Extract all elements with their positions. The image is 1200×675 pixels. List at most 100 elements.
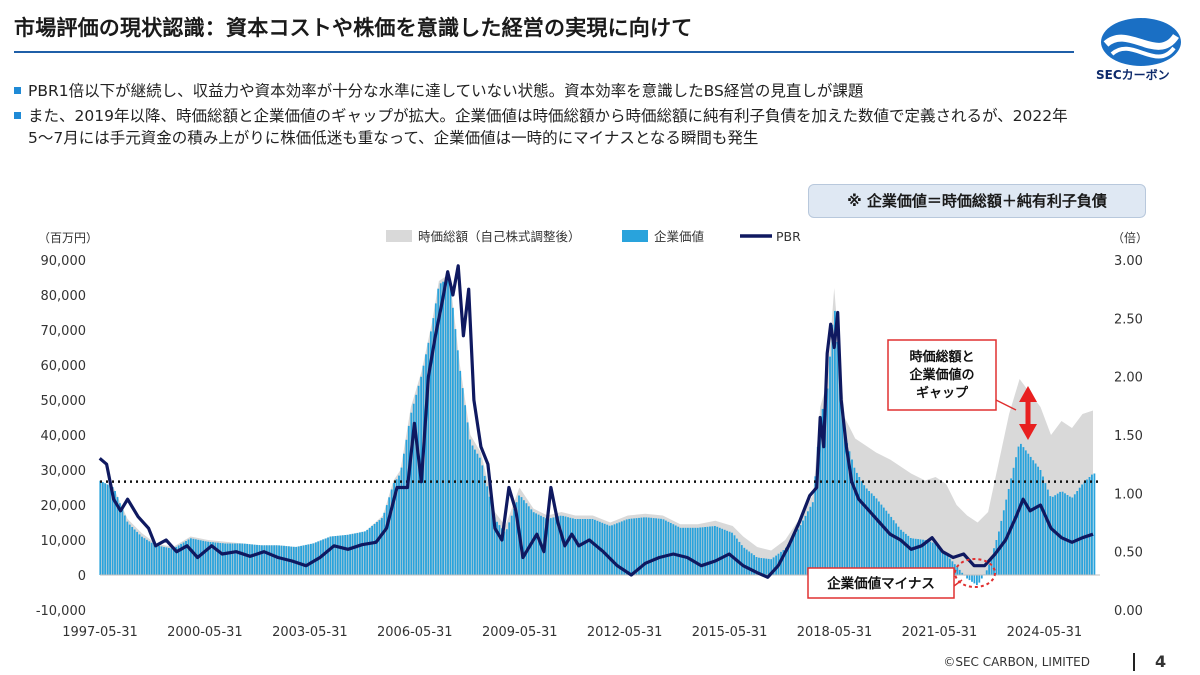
enterprise-value-bar bbox=[961, 572, 964, 575]
enterprise-value-bar bbox=[1064, 493, 1066, 575]
enterprise-value-bar bbox=[525, 503, 528, 575]
enterprise-value-bar bbox=[532, 512, 535, 575]
enterprise-value-bar bbox=[131, 527, 134, 575]
enterprise-value-bar bbox=[442, 281, 444, 575]
enterprise-value-bar bbox=[1042, 476, 1044, 575]
enterprise-value-bar bbox=[679, 527, 682, 576]
enterprise-value-bar bbox=[618, 522, 621, 575]
enterprise-value-bar bbox=[248, 544, 251, 575]
enterprise-value-bar bbox=[684, 527, 687, 576]
enterprise-value-bar bbox=[412, 403, 415, 575]
enterprise-value-bar bbox=[256, 544, 258, 575]
enterprise-value-bar bbox=[922, 539, 924, 575]
enterprise-value-bar bbox=[936, 545, 939, 575]
enterprise-value-bar bbox=[804, 515, 807, 575]
enterprise-value-bar bbox=[505, 529, 508, 575]
enterprise-value-bar bbox=[616, 523, 618, 575]
enterprise-value-bar bbox=[1073, 494, 1076, 575]
enterprise-value-bar bbox=[802, 520, 804, 575]
enterprise-value-bar bbox=[603, 523, 606, 575]
enterprise-value-bar bbox=[995, 540, 998, 575]
enterprise-value-bar bbox=[924, 540, 927, 575]
enterprise-value-bar bbox=[1039, 470, 1042, 575]
enterprise-value-bar bbox=[733, 535, 736, 575]
enterprise-value-bar bbox=[322, 539, 324, 575]
enterprise-value-bar bbox=[510, 515, 513, 575]
enterprise-value-bar bbox=[660, 518, 662, 575]
enterprise-value-bar bbox=[381, 518, 383, 575]
enterprise-value-bar bbox=[128, 524, 131, 575]
enterprise-value-bar bbox=[606, 524, 609, 575]
y-left-tick-label: 90,000 bbox=[41, 254, 87, 269]
enterprise-value-bar bbox=[674, 525, 677, 575]
enterprise-value-bar bbox=[993, 548, 995, 575]
enterprise-value-bar bbox=[224, 543, 227, 575]
x-tick-label: 1997-05-31 bbox=[62, 625, 138, 640]
enterprise-value-bar bbox=[163, 546, 165, 575]
enterprise-value-bar bbox=[591, 519, 594, 575]
x-tick-label: 2021-05-31 bbox=[902, 625, 978, 640]
enterprise-value-bar bbox=[1044, 483, 1047, 575]
enterprise-value-bar bbox=[890, 516, 893, 575]
enterprise-value-bar bbox=[586, 519, 589, 575]
enterprise-value-bar bbox=[515, 502, 518, 575]
x-tick-label: 2015-05-31 bbox=[692, 625, 768, 640]
enterprise-value-bar bbox=[557, 516, 560, 575]
enterprise-value-bar bbox=[150, 542, 153, 575]
enterprise-value-bar bbox=[870, 493, 873, 575]
enterprise-value-bar bbox=[880, 504, 883, 575]
enterprise-value-bar bbox=[608, 525, 611, 575]
enterprise-value-bar bbox=[978, 575, 981, 583]
enterprise-value-bar bbox=[263, 545, 266, 576]
enterprise-value-bar bbox=[934, 543, 937, 575]
enterprise-value-bar bbox=[745, 549, 748, 575]
enterprise-value-bar bbox=[395, 479, 398, 575]
enterprise-value-bar bbox=[748, 551, 751, 575]
enterprise-value-bar bbox=[368, 527, 371, 575]
gap-callout-box bbox=[887, 339, 997, 411]
enterprise-value-bar bbox=[841, 404, 844, 575]
enterprise-value-bar bbox=[366, 529, 369, 575]
enterprise-value-bar bbox=[672, 524, 675, 575]
enterprise-value-bar bbox=[258, 545, 261, 575]
enterprise-value-bar bbox=[508, 522, 511, 575]
enterprise-value-bar bbox=[491, 507, 493, 575]
enterprise-value-bar bbox=[878, 501, 880, 575]
enterprise-value-bar bbox=[486, 486, 489, 575]
bullet-marker bbox=[14, 87, 21, 94]
y-left-tick-label: 80,000 bbox=[41, 289, 87, 304]
enterprise-value-bar bbox=[640, 517, 643, 575]
enterprise-value-bar bbox=[341, 535, 344, 575]
enterprise-value-bar bbox=[160, 546, 163, 575]
enterprise-value-bar bbox=[275, 545, 278, 576]
enterprise-value-bar bbox=[667, 521, 670, 575]
enterprise-value-bar bbox=[650, 517, 653, 575]
enterprise-value-bar bbox=[207, 541, 209, 575]
enterprise-value-bar bbox=[121, 509, 124, 575]
enterprise-value-bar bbox=[917, 539, 919, 575]
enterprise-value-bar bbox=[212, 542, 214, 575]
enterprise-value-bar bbox=[1081, 484, 1083, 575]
enterprise-value-bar bbox=[329, 536, 332, 575]
enterprise-value-bar bbox=[356, 532, 359, 575]
enterprise-value-bar bbox=[376, 522, 378, 575]
enterprise-value-bar bbox=[755, 557, 758, 575]
enterprise-value-bar bbox=[905, 533, 907, 575]
enterprise-value-bar bbox=[383, 512, 386, 575]
enterprise-value-bar bbox=[229, 543, 231, 575]
enterprise-value-bar bbox=[760, 558, 763, 575]
enterprise-value-bar bbox=[687, 527, 689, 576]
enterprise-value-bar bbox=[185, 541, 187, 575]
enterprise-value-bar bbox=[153, 544, 156, 575]
enterprise-value-bar bbox=[405, 439, 408, 575]
enterprise-value-bar bbox=[973, 575, 976, 584]
enterprise-value-bar bbox=[1051, 496, 1054, 575]
enterprise-value-bar bbox=[119, 503, 121, 575]
enterprise-value-bar bbox=[243, 543, 246, 575]
x-tick-label: 2012-05-31 bbox=[587, 625, 663, 640]
enterprise-value-bar bbox=[807, 511, 809, 575]
enterprise-value-bar bbox=[273, 545, 276, 576]
enterprise-value-bar bbox=[711, 526, 714, 575]
negative-callout-text: 企業価値マイナス bbox=[826, 575, 935, 592]
enterprise-value-bar bbox=[868, 491, 870, 575]
